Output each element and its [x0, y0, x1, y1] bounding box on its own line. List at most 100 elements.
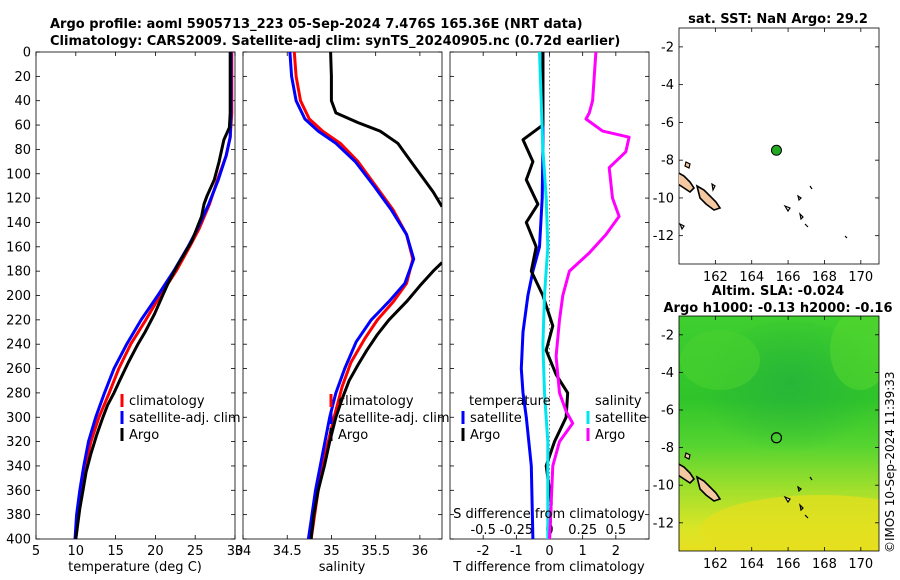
temperature-panel: 5 10 15 20 25 30 temperature (deg C) climatol…	[32, 51, 244, 575]
depth-tick-label: 380	[6, 508, 31, 523]
map-y-tick-label: -6	[661, 404, 674, 419]
sla-map-subtitle: Argo h1000: -0.13 h2000: -0.16	[663, 301, 892, 316]
depth-tick-label: 240	[6, 338, 31, 353]
depth-tick-label: 0	[23, 46, 31, 61]
imos-credit: ©IMOS 10-Sep-2024 11:39:33	[883, 371, 897, 553]
depth-tick-label: 20	[14, 70, 31, 85]
legend-argo: Argo	[129, 428, 159, 443]
legend-argo-2: Argo	[338, 428, 368, 443]
legend-s-satellite: satellite	[595, 411, 647, 426]
sla-map-panel: Altim. SLA: -0.024 Argo h1000: -0.13 h20…	[653, 284, 893, 572]
x-tick-label: 36	[412, 544, 429, 559]
sst-map-islands	[679, 161, 848, 239]
depth-tick-label: 300	[6, 411, 31, 426]
temperature-xlabel: temperature (deg C)	[68, 560, 202, 575]
x-tick-label: 2	[612, 544, 620, 559]
legend-s-argo: Argo	[595, 428, 625, 443]
x-tick-label: 5	[32, 544, 40, 559]
x-tick-label: 34	[235, 544, 252, 559]
map-x-tick-label: 162	[703, 557, 728, 572]
map-x-tick-label: 166	[776, 557, 801, 572]
map-x-tick-label: 164	[739, 557, 764, 572]
map-x-tick-label: 162	[703, 270, 728, 285]
series-s-argo	[548, 52, 631, 539]
difference-legend-t: temperature satellite Argo	[461, 394, 551, 443]
map-y-tick-label: -12	[653, 516, 674, 531]
legend-salinity: salinity	[595, 394, 642, 409]
series-s-satellite	[538, 52, 550, 539]
temperature-legend: climatology satellite-adj. clim Argo	[120, 394, 241, 443]
x-tick-label: 0	[545, 544, 553, 559]
series-satellite-adj-clim	[73, 52, 233, 539]
x-tick-label: 10	[68, 544, 85, 559]
x-tick-label: 30	[227, 544, 244, 559]
depth-tick-label: 180	[6, 265, 31, 280]
x-tick-label: 35	[323, 544, 340, 559]
map-x-tick-label: 164	[739, 270, 764, 285]
depth-tick-label: 200	[6, 289, 31, 304]
depth-tick-label: 80	[14, 143, 31, 158]
map-x-tick-label: 170	[848, 270, 873, 285]
legend-temperature: temperature	[469, 394, 551, 409]
depth-tick-label: 260	[6, 362, 31, 377]
depth-tick-label: 160	[6, 240, 31, 255]
depth-tick-labels: 0 20 40 60 80 100 120 140 160 180 200 220 240 260 280 3…	[6, 46, 31, 548]
figure-title-line1: Argo profile: aoml 5905713_223 05-Sep-20…	[50, 17, 583, 32]
map-y-tick-label: -8	[661, 154, 674, 169]
map-y-tick-label: -6	[661, 116, 674, 131]
depth-tick-label: 340	[6, 459, 31, 474]
x2-tick-label: 0.25	[568, 523, 597, 538]
legend-climatology-2: climatology	[338, 394, 414, 409]
legend-t-argo: Argo	[470, 428, 500, 443]
x-tick-label: -1	[510, 544, 523, 559]
x2-tick-label: -0.5	[470, 523, 495, 538]
map-y-tick-label: -8	[661, 441, 674, 456]
depth-tick-label: 280	[6, 386, 31, 401]
map-y-tick-label: -4	[661, 366, 674, 381]
x-tick-label: 15	[107, 544, 124, 559]
salinity-xlabel: salinity	[319, 560, 366, 575]
series-argo-deep	[309, 261, 442, 539]
depth-tick-label: 40	[14, 94, 31, 109]
sla-map-title: Altim. SLA: -0.024	[712, 284, 844, 299]
sla-heatmap	[679, 316, 879, 551]
map-y-tick-label: -10	[653, 479, 674, 494]
depth-tick-label: 360	[6, 484, 31, 499]
x-tick-label: 1	[579, 544, 587, 559]
series-argo	[74, 52, 232, 539]
sst-float-marker	[770, 144, 782, 156]
series-t-argo	[521, 52, 570, 539]
sla-float-marker	[770, 432, 783, 444]
series-argo	[329, 52, 442, 208]
map-y-tick-label: -2	[661, 328, 674, 343]
legend-satellite-adj-2: satellite-adj. clim	[338, 411, 450, 426]
depth-tick-label: 120	[6, 192, 31, 207]
x-tick-label: -2	[477, 544, 490, 559]
series-satellite-adj-clim	[288, 52, 416, 539]
x-tick-label: 35.5	[361, 544, 390, 559]
depth-tick-label: 400	[6, 533, 31, 548]
map-y-tick-label: -10	[653, 191, 674, 206]
map-x-tick-label: 166	[776, 270, 801, 285]
difference-panel: -2 -1 0 1 2-0.5 -0.25 0 0.25 0.5 S difference fr…	[449, 51, 650, 575]
salinity-panel: 34 34.5 35 35.5 36 salinity climatology sate…	[235, 51, 450, 575]
map-y-tick-label: -12	[653, 229, 674, 244]
legend-t-satellite: satellite	[470, 411, 522, 426]
x-tick-label: 34.5	[273, 544, 302, 559]
x-tick-label: 25	[187, 544, 204, 559]
x2-tick-label: 0.5	[605, 523, 626, 538]
s-difference-label: S difference from climatology	[453, 507, 645, 522]
legend-climatology: climatology	[129, 394, 205, 409]
depth-tick-label: 220	[6, 313, 31, 328]
depth-tick-label: 320	[6, 435, 31, 450]
x-tick-label: 20	[147, 544, 164, 559]
figure-title-line2: Climatology: CARS2009. Satellite-adj cli…	[50, 34, 620, 49]
depth-tick-label: 100	[6, 167, 31, 182]
depth-tick-label: 60	[14, 119, 31, 134]
t-difference-xlabel: T difference from climatology	[452, 560, 645, 575]
map-x-tick-label: 168	[812, 270, 837, 285]
x2-tick-label: -0.25	[500, 523, 534, 538]
salinity-legend: climatology satellite-adj. clim Argo	[329, 394, 450, 443]
legend-satellite-adj: satellite-adj. clim	[129, 411, 241, 426]
map-x-tick-label: 170	[848, 557, 873, 572]
